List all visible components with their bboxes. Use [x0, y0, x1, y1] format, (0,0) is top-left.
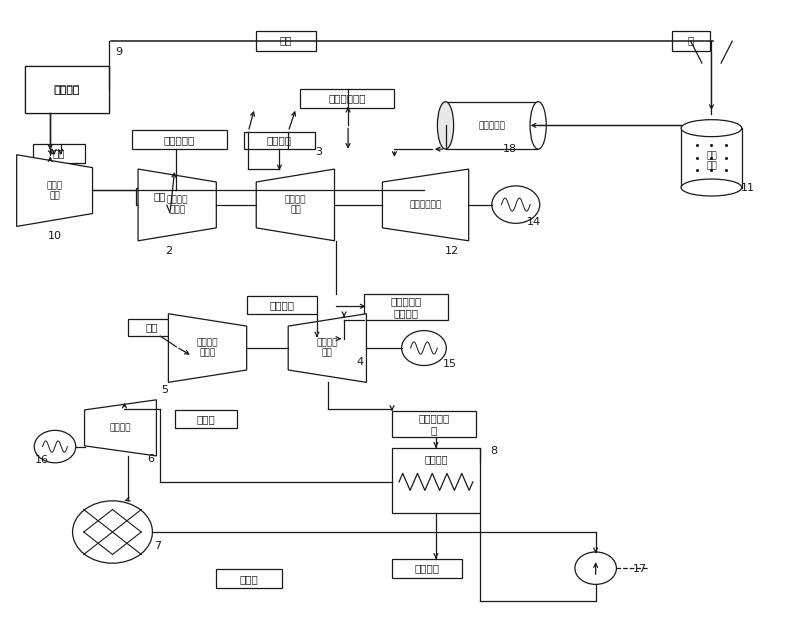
Ellipse shape: [681, 179, 742, 196]
Text: 压缩的氮气: 压缩的氮气: [164, 135, 195, 145]
Text: 7: 7: [154, 541, 161, 551]
FancyBboxPatch shape: [25, 66, 109, 113]
Polygon shape: [382, 169, 469, 241]
Text: 烟气排气: 烟气排气: [414, 563, 440, 573]
Ellipse shape: [438, 102, 454, 149]
FancyBboxPatch shape: [256, 31, 316, 51]
FancyBboxPatch shape: [25, 66, 109, 113]
Text: 11: 11: [740, 182, 754, 192]
Text: 蒸汽轮机: 蒸汽轮机: [110, 423, 131, 432]
Text: 合成气净化: 合成气净化: [478, 121, 506, 130]
Polygon shape: [288, 314, 366, 382]
Text: 高压燃气燃料: 高压燃气燃料: [329, 94, 366, 104]
FancyBboxPatch shape: [671, 31, 710, 51]
Polygon shape: [17, 155, 93, 226]
Circle shape: [73, 501, 153, 563]
Polygon shape: [169, 314, 246, 382]
Text: 空分单元: 空分单元: [54, 84, 80, 94]
Polygon shape: [138, 169, 216, 241]
FancyBboxPatch shape: [174, 411, 237, 428]
FancyBboxPatch shape: [216, 569, 282, 588]
Text: 5: 5: [161, 386, 168, 396]
FancyBboxPatch shape: [446, 102, 538, 149]
Text: 水蒸气: 水蒸气: [197, 414, 215, 424]
FancyBboxPatch shape: [392, 559, 462, 578]
Circle shape: [34, 431, 76, 462]
Text: 空气: 空气: [154, 191, 166, 201]
Text: 第二空气
压缩机: 第二空气 压缩机: [197, 338, 218, 357]
Text: 4: 4: [357, 357, 364, 367]
FancyBboxPatch shape: [392, 448, 480, 513]
Text: 压缩空气: 压缩空气: [267, 136, 292, 146]
Ellipse shape: [530, 102, 546, 149]
Text: 14: 14: [527, 217, 542, 227]
FancyBboxPatch shape: [137, 188, 182, 205]
Text: 10: 10: [48, 231, 62, 241]
Text: 3: 3: [315, 147, 322, 157]
Text: 15: 15: [442, 359, 457, 369]
Text: 17: 17: [633, 564, 646, 574]
Text: 高压排气燃
气和烟气: 高压排气燃 气和烟气: [390, 296, 422, 318]
FancyBboxPatch shape: [33, 144, 85, 163]
Text: 氧气: 氧气: [280, 36, 293, 46]
FancyBboxPatch shape: [300, 89, 394, 108]
FancyBboxPatch shape: [129, 319, 174, 336]
Text: 第一空气
压缩机: 第一空气 压缩机: [166, 195, 188, 214]
FancyBboxPatch shape: [246, 296, 317, 314]
Polygon shape: [256, 169, 334, 241]
Text: 18: 18: [503, 144, 518, 154]
Ellipse shape: [681, 119, 742, 137]
Text: 6: 6: [147, 454, 154, 464]
Text: 空气: 空气: [146, 322, 158, 332]
Text: 余热锅炉: 余热锅炉: [424, 454, 448, 464]
FancyBboxPatch shape: [133, 131, 226, 149]
Text: 8: 8: [490, 446, 498, 456]
Text: 12: 12: [445, 246, 459, 256]
Text: 氮气: 氮气: [52, 149, 65, 159]
Text: 燃料气压缩机: 燃料气压缩机: [410, 201, 442, 209]
Text: 空分单元: 空分单元: [54, 84, 79, 94]
Text: 氮气压
缩机: 氮气压 缩机: [46, 181, 62, 200]
Text: 中压燃气
轮机: 中压燃气 轮机: [317, 338, 338, 357]
Text: 凝结水: 凝结水: [240, 574, 258, 584]
Circle shape: [575, 552, 617, 584]
Text: 压缩空气: 压缩空气: [270, 300, 294, 310]
FancyBboxPatch shape: [244, 132, 314, 149]
Text: 煤: 煤: [687, 36, 694, 46]
Text: 高压燃气
轮机: 高压燃气 轮机: [285, 195, 306, 214]
Text: 9: 9: [115, 47, 122, 57]
Text: 气化
装置: 气化 装置: [706, 151, 717, 171]
FancyBboxPatch shape: [681, 128, 742, 188]
FancyBboxPatch shape: [364, 294, 448, 320]
FancyBboxPatch shape: [392, 411, 476, 437]
Text: 16: 16: [35, 455, 50, 465]
Circle shape: [492, 186, 540, 223]
Circle shape: [402, 331, 446, 366]
Text: 2: 2: [165, 246, 172, 256]
Text: 中压排汽烟
气: 中压排汽烟 气: [418, 413, 450, 435]
Polygon shape: [85, 400, 157, 456]
